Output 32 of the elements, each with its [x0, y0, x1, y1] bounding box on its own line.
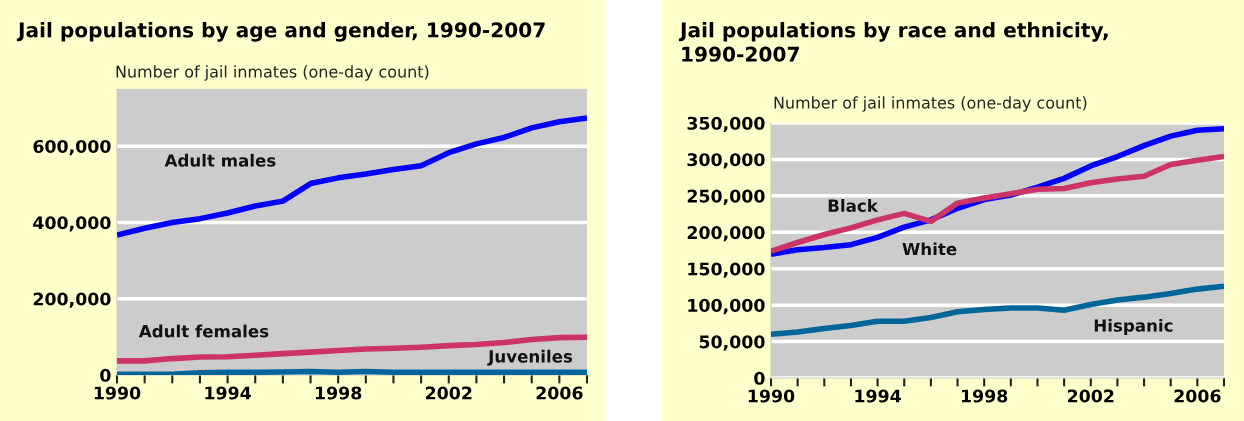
x-tick-label: 2002 [1067, 389, 1114, 403]
x-tick-label: 1994 [855, 389, 901, 403]
chart-title: Jail populations by age and gender, 1990-2007 [16, 22, 545, 42]
x-tick-label: 1998 [315, 386, 362, 400]
x-tick-label: 1998 [961, 389, 1008, 403]
y-tick-label: 200,000 [687, 226, 765, 242]
x-tick-label: 1994 [205, 386, 251, 400]
y-tick-label: 600,000 [33, 139, 111, 156]
series-label: Adult males [164, 153, 276, 167]
y-tick-label: 150,000 [688, 262, 765, 278]
y-tick-label: 0 [100, 368, 111, 382]
series-label: Hispanic [1094, 318, 1173, 336]
y-axis-title: Number of jail inmates (one-day count) [116, 65, 429, 81]
x-tick-label: 1990 [748, 389, 795, 403]
y-tick-label: 250,000 [687, 189, 765, 205]
y-tick-label: 0 [754, 371, 765, 385]
y-axis-title: Number of jail inmates (one-day count) [774, 96, 1087, 112]
series-label: Black [828, 199, 879, 212]
chart-title: Jail populations by race and ethnicity, 1990-2007 [678, 22, 1108, 62]
x-tick-label: 2006 [1174, 389, 1221, 403]
x-tick-label: 2002 [425, 386, 472, 400]
x-tick-label: 2006 [536, 386, 583, 400]
y-tick-label: 50,000 [699, 335, 765, 351]
y-tick-label: 300,000 [687, 153, 765, 169]
series-label: Adult females [138, 324, 269, 338]
y-tick-label: 200,000 [33, 292, 111, 308]
y-tick-label: 350,000 [687, 116, 765, 133]
series-label: White [902, 242, 957, 256]
x-tick-label: 1990 [94, 386, 141, 400]
series-label: Juveniles [487, 349, 573, 366]
y-tick-label: 100,000 [688, 298, 765, 315]
y-tick-label: 400,000 [33, 216, 111, 232]
